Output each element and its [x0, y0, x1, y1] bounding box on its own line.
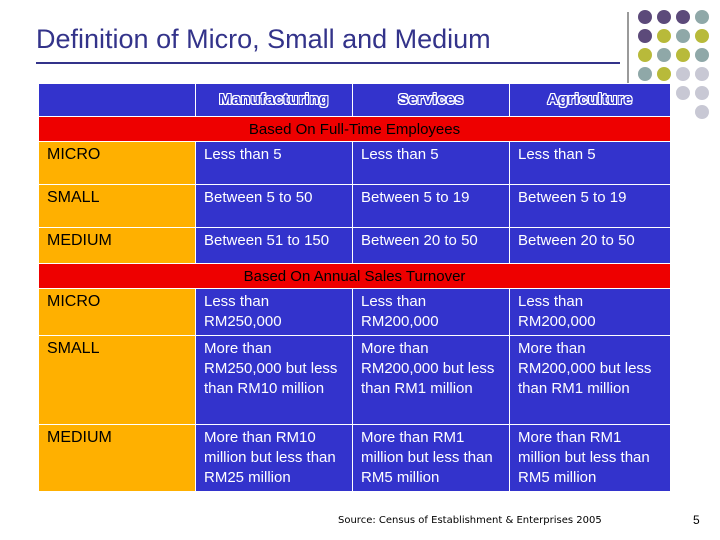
table-cell: Between 5 to 19 — [352, 184, 510, 228]
slide-title: Definition of Micro, Small and Medium — [36, 24, 491, 54]
table-cell: Between 5 to 50 — [195, 184, 353, 228]
table-row: MICRO Less than RM250,000 Less than RM20… — [38, 288, 671, 336]
table-cell: Less than 5 — [509, 141, 671, 185]
table-row: MICRO Less than 5 Less than 5 Less than … — [38, 141, 671, 185]
header-agriculture: Agriculture — [509, 83, 671, 117]
table-cell: More than RM10 million but less than RM2… — [195, 424, 353, 492]
table-cell: Less than 5 — [352, 141, 510, 185]
section-band-employees: Based On Full-Time Employees — [38, 116, 671, 142]
header-services: Services — [352, 83, 510, 117]
table-cell: Between 51 to 150 — [195, 227, 353, 264]
dot-icon — [657, 29, 671, 43]
dot-icon — [676, 48, 690, 62]
dot-icon — [695, 86, 709, 100]
table-row: SMALL Between 5 to 50 Between 5 to 19 Be… — [38, 184, 671, 228]
source-note: Source: Census of Establishment & Enterp… — [338, 515, 602, 526]
table-cell: More than RM200,000 but less than RM1 mi… — [352, 335, 510, 425]
table-row: MEDIUM More than RM10 million but less t… — [38, 424, 671, 492]
dot-icon — [676, 10, 690, 24]
row-label-medium: MEDIUM — [38, 227, 196, 264]
section-label: Based On Full-Time Employees — [38, 116, 671, 142]
table-row: MEDIUM Between 51 to 150 Between 20 to 5… — [38, 227, 671, 264]
page-number: 5 — [693, 513, 700, 527]
table-cell: Between 20 to 50 — [352, 227, 510, 264]
section-label: Based On Annual Sales Turnover — [38, 263, 671, 289]
table-cell: More than RM250,000 but less than RM10 m… — [195, 335, 353, 425]
table-cell: Between 5 to 19 — [509, 184, 671, 228]
table-row: SMALL More than RM250,000 but less than … — [38, 335, 671, 425]
dot-icon — [676, 29, 690, 43]
dot-icon — [695, 10, 709, 24]
decorative-dot-grid — [638, 10, 718, 125]
table-cell: Less than RM200,000 — [352, 288, 510, 336]
title-underline — [36, 62, 620, 64]
row-label-small: SMALL — [38, 335, 196, 425]
header-manufacturing: Manufacturing — [195, 83, 353, 117]
table-cell: Less than RM200,000 — [509, 288, 671, 336]
dot-icon — [695, 29, 709, 43]
dot-icon — [657, 48, 671, 62]
row-label-micro: MICRO — [38, 288, 196, 336]
dot-icon — [695, 67, 709, 81]
dot-icon — [695, 48, 709, 62]
row-label-micro: MICRO — [38, 141, 196, 185]
table-cell: Less than 5 — [195, 141, 353, 185]
dot-icon — [638, 48, 652, 62]
section-band-turnover: Based On Annual Sales Turnover — [38, 263, 671, 289]
table-cell: More than RM200,000 but less than RM1 mi… — [509, 335, 671, 425]
dot-icon — [638, 67, 652, 81]
dot-icon — [695, 105, 709, 119]
table-cell: Less than RM250,000 — [195, 288, 353, 336]
sme-definition-table: Manufacturing Services Agriculture Based… — [38, 83, 671, 492]
dot-icon — [657, 10, 671, 24]
row-label-medium: MEDIUM — [38, 424, 196, 492]
dot-icon — [657, 67, 671, 81]
table-cell: Between 20 to 50 — [509, 227, 671, 264]
dot-icon — [638, 29, 652, 43]
table-cell: More than RM1 million but less than RM5 … — [352, 424, 510, 492]
header-empty-cell — [38, 83, 196, 117]
row-label-small: SMALL — [38, 184, 196, 228]
table-header-row: Manufacturing Services Agriculture — [38, 83, 671, 117]
corner-divider-line — [627, 12, 629, 84]
table-cell: More than RM1 million but less than RM5 … — [509, 424, 671, 492]
dot-icon — [676, 67, 690, 81]
dot-icon — [638, 10, 652, 24]
dot-icon — [676, 86, 690, 100]
